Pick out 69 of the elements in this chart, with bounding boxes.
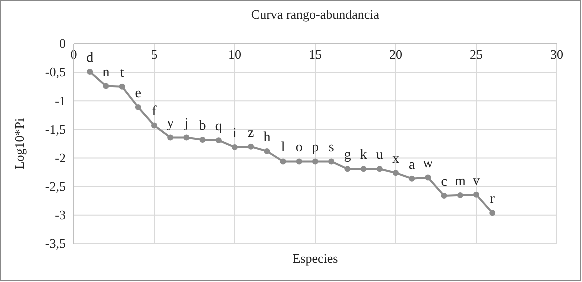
point (376, 166, 383, 172)
y-tick-label: -3 (55, 208, 66, 223)
chart-title: Curva rango-abundancia (251, 7, 380, 22)
data-label: r (490, 192, 496, 208)
point (474, 192, 480, 198)
data-label: j (184, 116, 189, 132)
data-label: v (473, 174, 480, 189)
data-label: n (102, 65, 110, 80)
x-tick-label: 25 (470, 47, 483, 62)
data-label: h (264, 130, 271, 146)
data-label: w (423, 156, 434, 172)
x-axis-title: Especies (292, 251, 338, 266)
point (119, 84, 126, 90)
data-label: t (120, 66, 124, 81)
x-tick-label: 10 (228, 47, 242, 62)
point (296, 158, 302, 165)
point (135, 104, 142, 110)
y-tick-label: -2 (55, 150, 66, 166)
point (152, 122, 158, 129)
point (441, 193, 448, 199)
data-label: i (233, 126, 238, 142)
point (312, 158, 318, 165)
data-label: f (152, 104, 158, 120)
data-label: u (376, 148, 384, 164)
point (280, 158, 286, 165)
point (393, 170, 399, 176)
data-label: e (135, 86, 142, 102)
data-label: g (344, 148, 352, 164)
point (200, 137, 206, 143)
y-tick-label: -1 (55, 93, 66, 108)
data-label: c (441, 175, 448, 190)
y-tick-label: -0,5 (45, 64, 66, 80)
y-tick-label: -3,5 (45, 236, 66, 252)
data-label: x (392, 152, 400, 168)
data-label: a (408, 158, 416, 173)
y-tick-label: -2,5 (45, 179, 66, 194)
data-label: p (312, 140, 319, 156)
data-label: s (328, 140, 334, 156)
point (490, 210, 496, 216)
x-tick-label: 15 (309, 47, 322, 62)
point (264, 148, 270, 154)
data-label: q (215, 120, 222, 135)
data-label: d (86, 51, 94, 66)
point (425, 174, 432, 181)
point (103, 83, 110, 90)
y-tick-label: 0 (60, 36, 66, 52)
x-tick-label: 20 (390, 47, 402, 62)
data-label: m (454, 174, 466, 190)
point (409, 176, 416, 182)
point (457, 192, 464, 198)
data-label: b (199, 119, 206, 134)
data-label: l (281, 140, 286, 156)
x-tick-label: 5 (151, 47, 158, 62)
point (216, 138, 222, 144)
point (184, 134, 190, 141)
point (168, 134, 174, 141)
y-axis-title: Log10*Pi (12, 118, 27, 170)
point (232, 144, 238, 150)
data-label: k (360, 148, 368, 164)
point (328, 158, 335, 165)
data-label: o (296, 140, 303, 156)
data-label: z (248, 126, 254, 141)
point (344, 166, 351, 172)
point (360, 166, 367, 172)
point (87, 69, 94, 75)
point (248, 144, 254, 150)
y-tick-label: -1,5 (45, 122, 66, 137)
x-tick-label: 30 (550, 47, 564, 62)
data-label: y (167, 116, 174, 132)
